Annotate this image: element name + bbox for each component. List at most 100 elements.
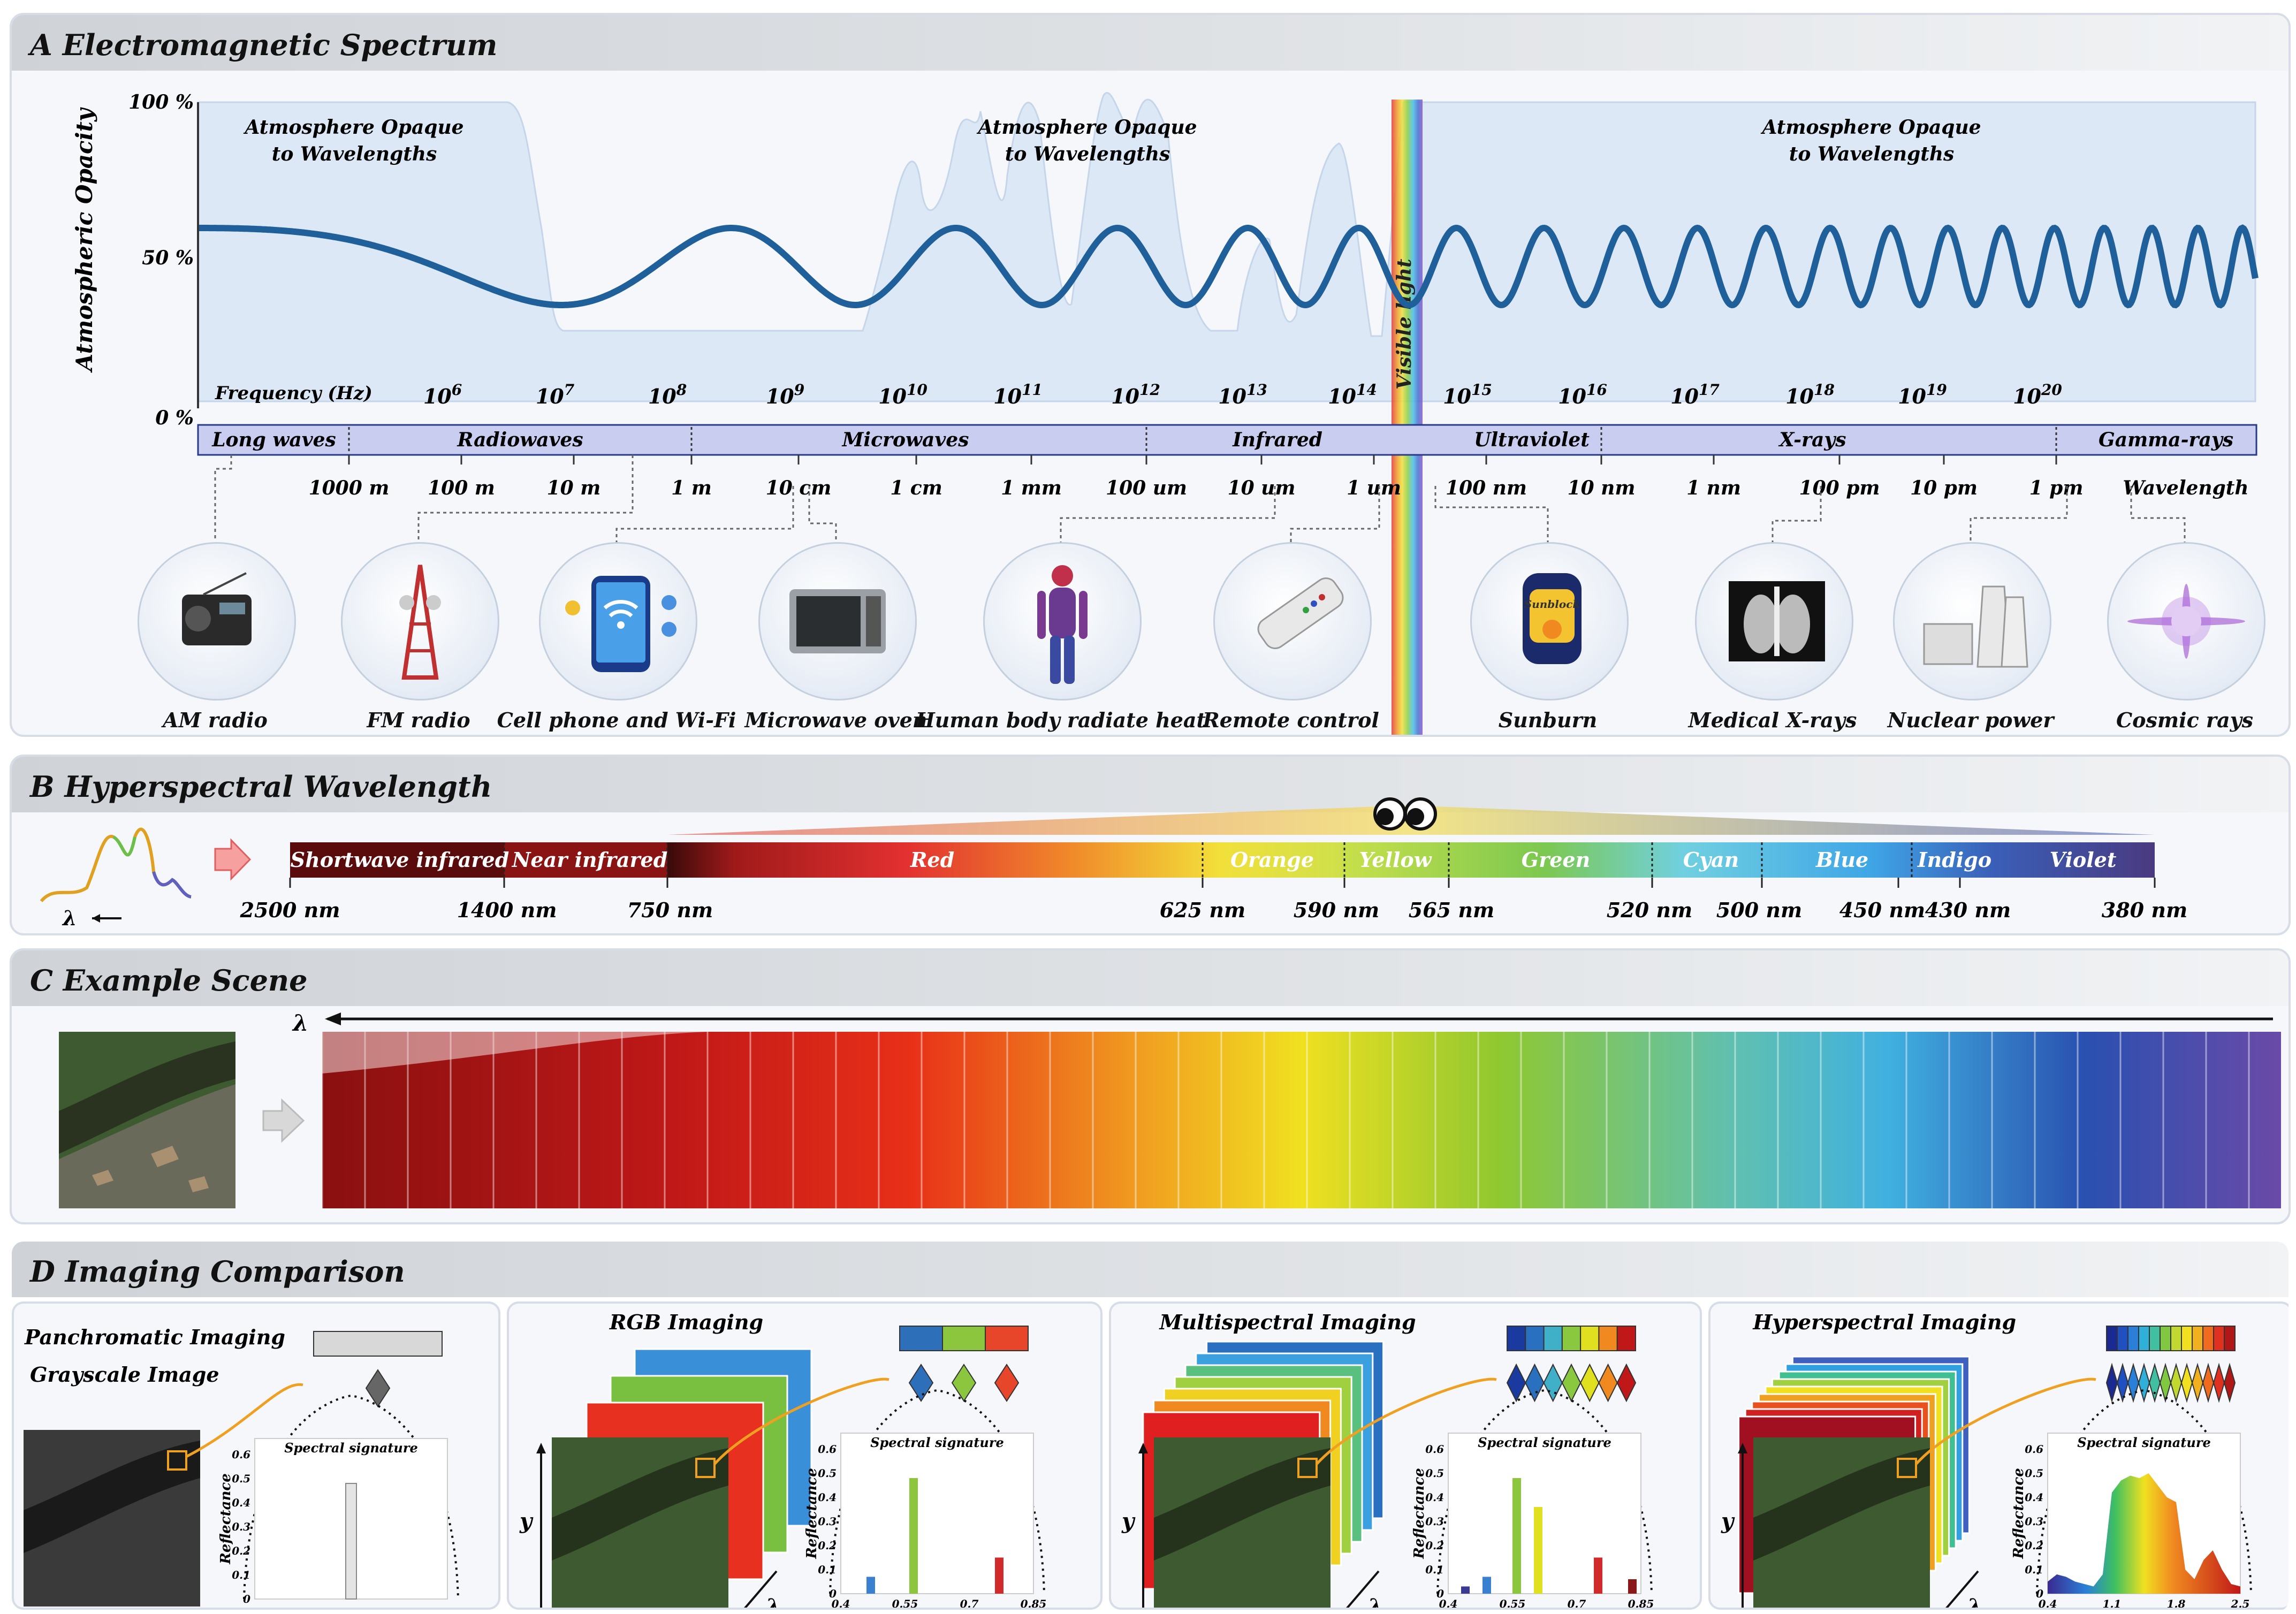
example-label: Sunburn xyxy=(1498,708,1598,732)
example-label: Cosmic rays xyxy=(2116,708,2254,732)
swatch xyxy=(1598,1326,1618,1351)
segment-shortwave-infrared xyxy=(290,842,515,878)
y-tick-0: 0 % xyxy=(155,407,194,429)
segment-visible-cool xyxy=(1342,842,2155,878)
freq-tick: 1013 xyxy=(1218,381,1267,408)
y-arrowhead xyxy=(1738,1443,1747,1453)
opacity-region xyxy=(197,92,2256,402)
opaque-label-2-line2: to Wavelengths xyxy=(1005,143,1170,165)
lambda-arrowhead xyxy=(92,914,100,923)
band-diamond xyxy=(1580,1363,1600,1403)
hs-segment-label: Violet xyxy=(2050,848,2117,872)
plot-bar xyxy=(1512,1478,1521,1594)
xray-icon xyxy=(1729,581,1825,661)
swatch xyxy=(2149,1326,2161,1351)
band-labels: Long waves Radiowaves Microwaves Infrared Ul… xyxy=(211,427,2233,453)
swatch xyxy=(2106,1326,2118,1351)
wavelength-tick: 10 nm xyxy=(1568,477,1636,499)
band-diamond xyxy=(2191,1362,2204,1403)
wavelength-tick: 100 pm xyxy=(1799,477,1880,499)
example-scene-graphic: λ xyxy=(59,1010,2281,1208)
y-axis-label: Atmospheric Opacity xyxy=(71,107,97,373)
gray-arrow-icon xyxy=(262,1098,305,1143)
swatch xyxy=(942,1326,986,1351)
plot-ytick: 0 xyxy=(2036,1587,2043,1600)
freq-tick: 1019 xyxy=(1898,381,1947,408)
visible-light-band xyxy=(1392,100,1423,735)
panel-electromagnetic-spectrum: A Electromagnetic Spectrum Visible light… xyxy=(10,13,2291,737)
swatch xyxy=(1616,1326,1637,1351)
plot-bar xyxy=(1534,1507,1542,1594)
plot-ytick: 0.3 xyxy=(1425,1515,1444,1528)
hs-tick: 750 nm xyxy=(627,898,713,922)
band-diamond xyxy=(2180,1362,2193,1403)
wavelength-tick: 1 cm xyxy=(890,477,942,499)
plot-ylabel: Reflectance xyxy=(218,1473,234,1565)
freq-tick: 1016 xyxy=(1558,381,1607,408)
y-axis-label: y xyxy=(1121,1509,1136,1534)
pixel-link-arrow xyxy=(1915,1377,2096,1465)
plot-bar xyxy=(866,1577,875,1594)
example-circle xyxy=(138,542,296,701)
y-tick-50: 50 % xyxy=(142,247,194,269)
freq-tick: 1014 xyxy=(1328,381,1377,408)
example-label: AM radio xyxy=(163,708,268,732)
opaque-label-1-line2: to Wavelengths xyxy=(272,143,437,165)
swatch xyxy=(1561,1326,1582,1351)
panel-c-title: C Example Scene xyxy=(30,963,308,998)
hs-segment-label: Yellow xyxy=(1359,848,1432,872)
swatch xyxy=(2160,1326,2171,1351)
panel-a-title: A Electromagnetic Spectrum xyxy=(30,28,498,62)
band-diamond xyxy=(2105,1362,2118,1403)
plot-title: Spectral signature xyxy=(2077,1435,2211,1450)
lambda-axis-arrow xyxy=(1945,1570,1979,1608)
example-label: Human body radiate heat xyxy=(915,708,1206,732)
example-circle xyxy=(2107,542,2265,701)
card-subtitle: Grayscale Image xyxy=(30,1362,219,1387)
plot-ytick: 0.6 xyxy=(818,1443,837,1456)
band-diamond xyxy=(2202,1362,2215,1403)
swatch xyxy=(1507,1326,1526,1351)
wavelength-tick: 1 um xyxy=(1347,477,1401,499)
wavelength-tick: 10 um xyxy=(1228,477,1296,499)
pixel-link-arrow xyxy=(1316,1377,1497,1465)
example-circle: Sunblock xyxy=(1470,542,1629,701)
band-stack xyxy=(322,1032,2281,1208)
swatch xyxy=(2170,1326,2182,1351)
aerial-image xyxy=(59,1032,235,1208)
plot-xtick: 0.4 xyxy=(2039,1597,2057,1608)
wavelength-tick: 10 cm xyxy=(766,477,832,499)
opaque-label-3-line2: to Wavelengths xyxy=(1789,143,1955,165)
panel-imaging-comparison: D Imaging Comparison Panchromatic Imagin… xyxy=(10,1239,2291,1614)
plot-ytick: 0 xyxy=(829,1587,837,1600)
freq-tick: 1020 xyxy=(2013,381,2062,408)
right-arrow-icon xyxy=(214,838,252,881)
plot-xtick: 1.8 xyxy=(2167,1597,2186,1608)
plot-ytick: 0.6 xyxy=(1425,1443,1444,1456)
band-stack-dividers xyxy=(321,1032,2250,1208)
wavelength-tick: 10 m xyxy=(547,477,601,499)
remote-control-icon xyxy=(1257,577,1344,649)
band-label: Long waves xyxy=(211,429,336,451)
hs-tick: 430 nm xyxy=(1925,898,2011,922)
band-diamond xyxy=(1543,1363,1563,1403)
example-label: Medical X-rays xyxy=(1688,708,1857,732)
plot-ytick: 0.4 xyxy=(818,1491,837,1504)
lambda-label: λ xyxy=(62,906,77,930)
opaque-label-1-line1: Atmosphere Opaque xyxy=(243,116,463,139)
pixel-link-arrow xyxy=(713,1377,889,1465)
band-diamond xyxy=(2116,1362,2129,1403)
hs-tick: 625 nm xyxy=(1160,898,1245,922)
band-label: Microwaves xyxy=(841,429,969,451)
example-circle xyxy=(539,542,697,701)
swatch xyxy=(2181,1326,2193,1351)
scene-lambda-label: λ xyxy=(292,1010,308,1036)
card-title: RGB Imaging xyxy=(609,1310,763,1334)
plot-ytick: 0.4 xyxy=(232,1496,250,1509)
plot-ylabel: Reflectance xyxy=(804,1468,820,1559)
band-diamond xyxy=(2170,1362,2183,1403)
plot-ytick: 0.1 xyxy=(232,1569,250,1581)
example-circle xyxy=(341,542,499,701)
freq-tick: 109 xyxy=(766,381,804,408)
spectrum-chart: Visible light 100 % 50 % 0 % Atmospheric… xyxy=(71,91,2259,735)
